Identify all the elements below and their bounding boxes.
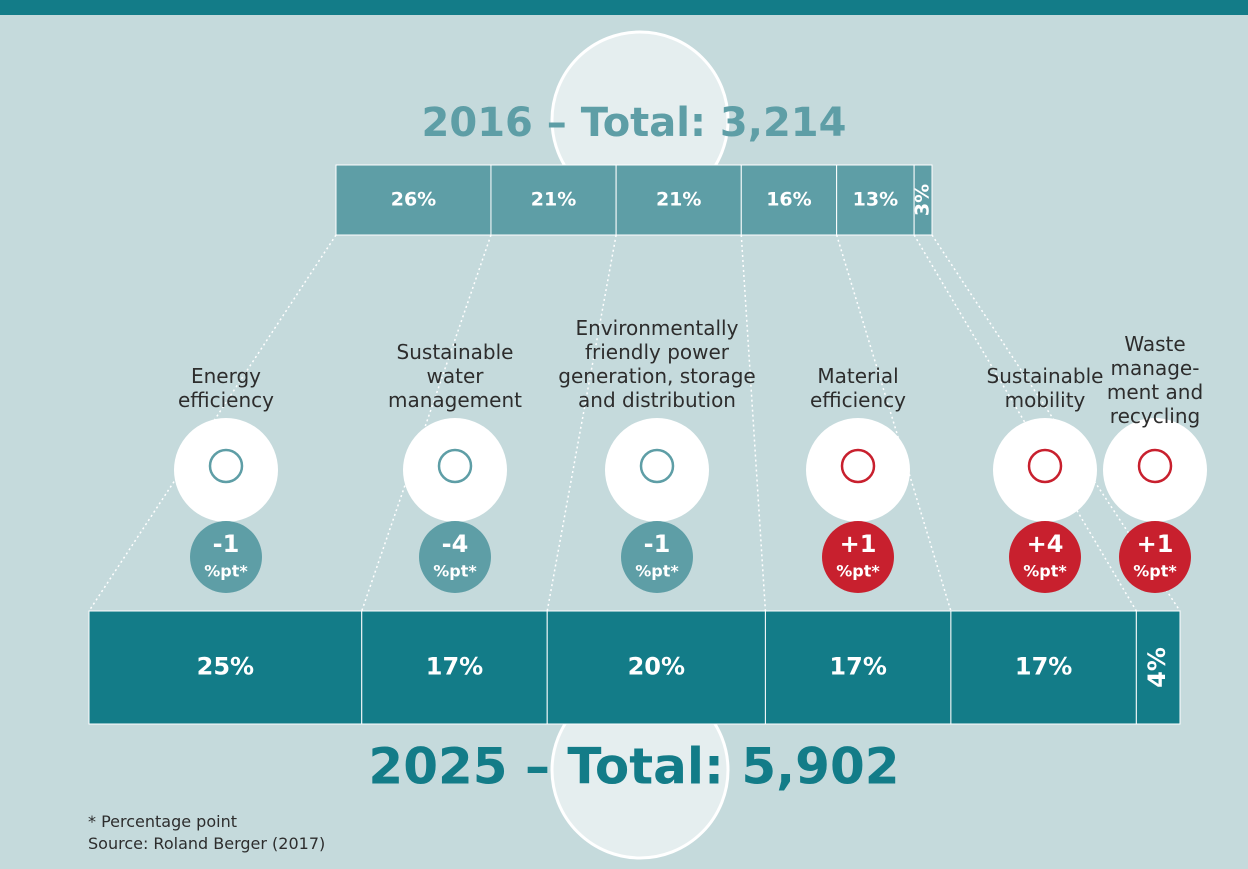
change-badge	[822, 521, 894, 593]
change-label: -4	[442, 530, 469, 558]
bar-segment	[88, 610, 363, 725]
change-label: -1	[213, 530, 240, 558]
change-unit: %pt*	[433, 562, 477, 581]
segment-label: 17%	[829, 653, 886, 681]
segment-label: 13%	[853, 189, 898, 211]
connector	[361, 234, 492, 612]
segment-label: 21%	[531, 189, 576, 211]
category-label: Material efficiency	[809, 364, 906, 412]
top-band	[0, 0, 1248, 15]
segment-label: 25%	[197, 653, 254, 681]
icon-circle	[1103, 418, 1207, 522]
change-unit: %pt*	[635, 562, 679, 581]
change-label: -1	[644, 530, 671, 558]
source: Source: Roland Berger (2017)	[88, 834, 326, 853]
category-label: Energy efficiency	[177, 364, 274, 412]
icon	[1137, 448, 1173, 484]
bar-segment	[361, 610, 548, 725]
icon	[840, 448, 876, 484]
change-label: +1	[1137, 530, 1174, 558]
segment-label: 26%	[391, 189, 436, 211]
segment-label: 20%	[628, 653, 685, 681]
footnote: * Percentage point	[88, 812, 237, 831]
bar-segment	[764, 610, 952, 725]
bar-title: 2016 – Total: 3,214	[422, 100, 847, 146]
bar-segment	[546, 610, 766, 725]
icon-circle	[174, 418, 278, 522]
icon-circle	[605, 418, 709, 522]
change-badge	[1119, 521, 1191, 593]
connector	[835, 234, 952, 612]
category-label: Sustainable water management	[388, 340, 522, 412]
icon	[208, 448, 244, 484]
icon	[1027, 448, 1063, 484]
change-badge	[621, 521, 693, 593]
change-unit: %pt*	[204, 562, 248, 581]
segment-label: 16%	[766, 189, 811, 211]
change-badge	[1009, 521, 1081, 593]
change-unit: %pt*	[1133, 562, 1177, 581]
change-label: +1	[840, 530, 877, 558]
bar-segment	[913, 164, 933, 236]
change-label: +4	[1027, 530, 1064, 558]
bar-segment	[836, 164, 915, 236]
segment-label: 21%	[656, 189, 701, 211]
icon	[639, 448, 675, 484]
bar-segment	[1135, 610, 1181, 725]
change-badge	[190, 521, 262, 593]
segment-label: 17%	[426, 653, 483, 681]
connector	[546, 234, 617, 612]
bar-segment	[950, 610, 1137, 725]
segment-label: 3%	[912, 184, 934, 216]
icon-circle	[403, 418, 507, 522]
connector	[740, 234, 767, 612]
segment-label: 4%	[1143, 647, 1171, 688]
category-label: Waste manage­ment and recycling	[1106, 332, 1204, 428]
bar-segment	[740, 164, 838, 236]
change-unit: %pt*	[1023, 562, 1067, 581]
icon-circle	[806, 418, 910, 522]
segment-label: 17%	[1015, 653, 1072, 681]
category-label: Sustainable mobility	[986, 364, 1104, 412]
category-label: Environmentally friendly power generatio…	[558, 316, 756, 412]
change-badge	[419, 521, 491, 593]
change-unit: %pt*	[836, 562, 880, 581]
bar-title: 2025 – Total: 5,902	[368, 738, 899, 796]
icon-circle	[993, 418, 1097, 522]
bar-segment	[335, 164, 492, 236]
icon	[437, 448, 473, 484]
